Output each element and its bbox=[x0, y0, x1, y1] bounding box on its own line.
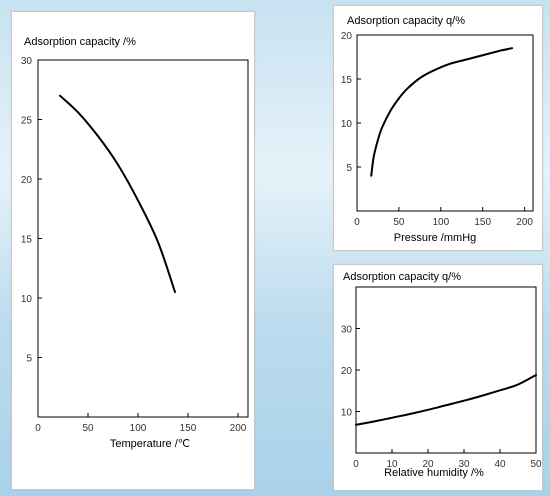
temperature-chart-plot-frame bbox=[37, 59, 249, 418]
humidity-chart-x-tick-label: 10 bbox=[386, 459, 398, 470]
pressure-chart-y-tick-label: 15 bbox=[341, 75, 353, 86]
humidity-chart-plot-frame bbox=[355, 286, 537, 454]
humidity-chart-panel: Adsorption capacity q/% Relative humidit… bbox=[333, 264, 543, 491]
humidity-chart-series-line bbox=[355, 373, 537, 426]
temperature-chart-y-tick-label: 5 bbox=[26, 354, 32, 365]
pressure-chart-xlabel: Pressure /mmHg bbox=[394, 232, 477, 244]
temperature-chart-xlabel: Temperature /℃ bbox=[110, 438, 190, 450]
humidity-chart-x-tick-label: 20 bbox=[422, 459, 434, 470]
temperature-chart-y-tick-label: 20 bbox=[21, 175, 33, 186]
temperature-chart-x-tick-label: 150 bbox=[180, 423, 197, 434]
temperature-chart-series-line bbox=[59, 94, 176, 294]
temperature-chart-y-tick-label: 25 bbox=[21, 116, 33, 127]
pressure-chart-y-tick-label: 5 bbox=[346, 163, 352, 174]
pressure-chart-panel: Adsorption capacity q/% Pressure /mmHg 0… bbox=[333, 5, 543, 251]
pressure-chart-x-tick-label: 0 bbox=[354, 217, 360, 228]
humidity-chart-x-tick-label: 30 bbox=[458, 459, 470, 470]
temperature-chart-y-tick-label: 10 bbox=[21, 294, 33, 305]
pressure-chart: Adsorption capacity q/% Pressure /mmHg 0… bbox=[341, 15, 534, 244]
temperature-chart-x-tick-label: 50 bbox=[82, 423, 94, 434]
pressure-chart-y-tick-label: 10 bbox=[341, 119, 353, 130]
pressure-chart-y-tick-label: 20 bbox=[341, 31, 353, 42]
humidity-chart-x-tick-label: 0 bbox=[353, 459, 359, 470]
temperature-chart-ylabel: Adsorption capacity /% bbox=[24, 36, 136, 48]
temperature-chart-x-tick-label: 100 bbox=[130, 423, 147, 434]
humidity-chart-ylabel: Adsorption capacity q/% bbox=[343, 271, 461, 283]
temperature-chart-x-tick-label: 200 bbox=[230, 423, 247, 434]
humidity-chart-y-tick-label: 30 bbox=[341, 325, 353, 336]
pressure-chart-series-line bbox=[370, 47, 514, 177]
humidity-chart-x-tick-label: 50 bbox=[530, 459, 542, 470]
temperature-chart: Adsorption capacity /% Temperature /℃ 0 5… bbox=[21, 36, 249, 450]
pressure-chart-x-tick-label: 150 bbox=[474, 217, 491, 228]
temperature-chart-panel: Adsorption capacity /% Temperature /℃ 0 5… bbox=[11, 11, 255, 490]
pressure-chart-x-tick-label: 200 bbox=[516, 217, 533, 228]
temperature-chart-y-tick-label: 30 bbox=[21, 56, 33, 67]
humidity-chart-y-tick-label: 10 bbox=[341, 408, 353, 419]
pressure-chart-ylabel: Adsorption capacity q/% bbox=[347, 15, 465, 27]
humidity-chart-y-tick-label: 20 bbox=[341, 366, 353, 377]
pressure-chart-x-tick-label: 50 bbox=[393, 217, 405, 228]
pressure-chart-x-tick-label: 100 bbox=[432, 217, 449, 228]
temperature-chart-x-tick-label: 0 bbox=[35, 423, 41, 434]
temperature-chart-y-tick-label: 15 bbox=[21, 235, 33, 246]
humidity-chart-x-tick-label: 40 bbox=[494, 459, 506, 470]
humidity-chart-xlabel: Relative humidity /% bbox=[384, 467, 484, 479]
humidity-chart: Adsorption capacity q/% Relative humidit… bbox=[341, 271, 542, 479]
